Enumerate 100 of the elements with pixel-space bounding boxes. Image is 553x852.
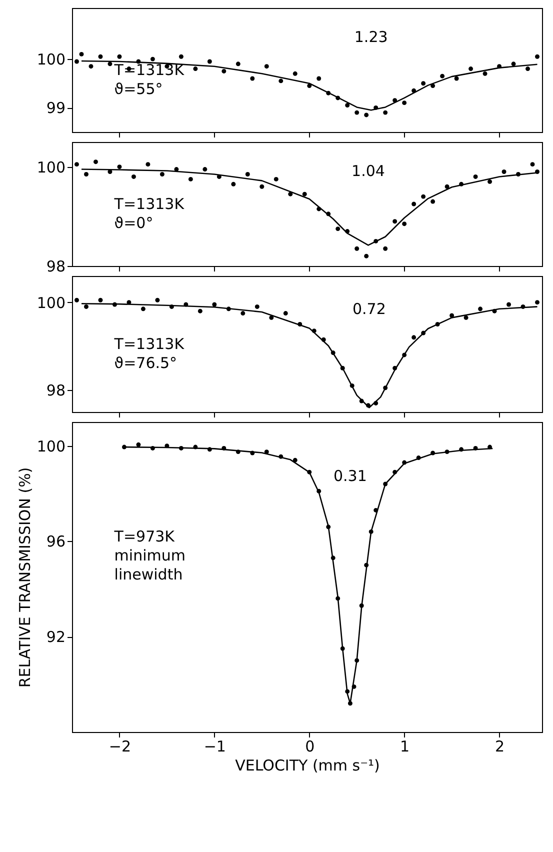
x-tick-label: −1 xyxy=(204,738,226,756)
y-tick-label: 100 xyxy=(36,50,66,69)
point xyxy=(245,172,250,176)
annotation: T=1313K xyxy=(113,61,186,79)
point xyxy=(178,54,184,59)
point xyxy=(354,246,360,251)
point xyxy=(274,176,278,182)
y-tick-label: 100 xyxy=(36,158,66,176)
y-tick-label: 98 xyxy=(46,258,66,276)
point xyxy=(440,74,445,78)
point xyxy=(292,71,298,76)
point xyxy=(236,62,240,66)
point xyxy=(146,162,150,167)
x-tick-label: 2 xyxy=(495,738,505,756)
point xyxy=(278,78,284,84)
point xyxy=(302,192,307,196)
point xyxy=(131,174,136,179)
annotation: T=973K xyxy=(113,528,176,546)
annotation: ϑ=0° xyxy=(114,214,154,232)
point xyxy=(444,184,450,189)
point xyxy=(269,315,274,320)
point xyxy=(421,194,426,199)
point xyxy=(198,308,202,314)
x-tick-label: 1 xyxy=(400,738,410,756)
point xyxy=(136,442,141,447)
point xyxy=(264,64,269,69)
point xyxy=(383,246,388,251)
annotation: ϑ=55° xyxy=(114,80,163,98)
point xyxy=(240,311,246,316)
point xyxy=(155,298,160,302)
point xyxy=(316,76,322,81)
y-tick-label: 92 xyxy=(46,628,66,646)
point xyxy=(260,184,264,189)
annotation: 0.31 xyxy=(334,467,367,485)
point xyxy=(222,68,226,74)
annotation: T=1313K xyxy=(113,335,186,353)
point xyxy=(454,76,459,81)
x-tick-label: 0 xyxy=(305,738,315,756)
annotation: 0.72 xyxy=(352,300,386,318)
point xyxy=(482,71,488,76)
point xyxy=(488,179,492,184)
point xyxy=(473,174,478,179)
point xyxy=(108,62,112,66)
point xyxy=(402,222,407,226)
point xyxy=(193,66,198,72)
point xyxy=(140,306,146,312)
point xyxy=(502,170,506,174)
point xyxy=(530,162,535,167)
point xyxy=(392,219,398,224)
point xyxy=(506,302,512,307)
y-tick-label: 96 xyxy=(46,532,66,551)
point xyxy=(254,304,260,309)
point xyxy=(535,54,540,59)
point xyxy=(88,64,94,69)
annotation: T=1313K xyxy=(113,195,186,213)
point xyxy=(354,110,360,115)
point xyxy=(98,54,103,59)
x-axis-title: VELOCITY (mm s⁻¹) xyxy=(235,756,380,774)
point xyxy=(402,100,407,106)
point xyxy=(383,110,388,115)
point xyxy=(117,164,122,170)
point xyxy=(79,52,84,56)
point xyxy=(202,167,208,172)
point xyxy=(94,160,98,164)
point xyxy=(412,335,416,340)
x-tick-label: −2 xyxy=(108,738,132,756)
annotation: 1.23 xyxy=(354,28,388,46)
point xyxy=(250,76,255,81)
point xyxy=(160,172,164,176)
point xyxy=(345,103,350,108)
point xyxy=(430,199,436,204)
point xyxy=(336,226,340,232)
y-tick-label: 100 xyxy=(36,437,66,456)
point xyxy=(412,202,416,206)
point xyxy=(74,298,79,302)
y-tick-label: 99 xyxy=(46,99,66,118)
point xyxy=(212,302,217,307)
point xyxy=(478,306,483,312)
point xyxy=(526,66,530,72)
point xyxy=(364,112,369,118)
annotation: minimum xyxy=(114,546,186,565)
point xyxy=(84,172,88,176)
point xyxy=(231,182,236,186)
point xyxy=(283,311,288,316)
point xyxy=(468,66,474,72)
point xyxy=(74,59,79,64)
annotation: 1.04 xyxy=(352,162,385,180)
point xyxy=(464,315,468,320)
point xyxy=(364,254,369,258)
point xyxy=(511,62,516,66)
annotation: linewidth xyxy=(114,566,183,584)
point xyxy=(150,56,155,62)
point xyxy=(421,81,426,86)
y-tick-label: 98 xyxy=(46,382,66,400)
annotation: ϑ=76.5° xyxy=(114,354,178,372)
point xyxy=(207,59,212,64)
point xyxy=(535,300,540,305)
point xyxy=(84,304,88,309)
point xyxy=(117,54,122,59)
y-axis-title: RELATIVE TRANSMISSION (%) xyxy=(16,467,34,688)
